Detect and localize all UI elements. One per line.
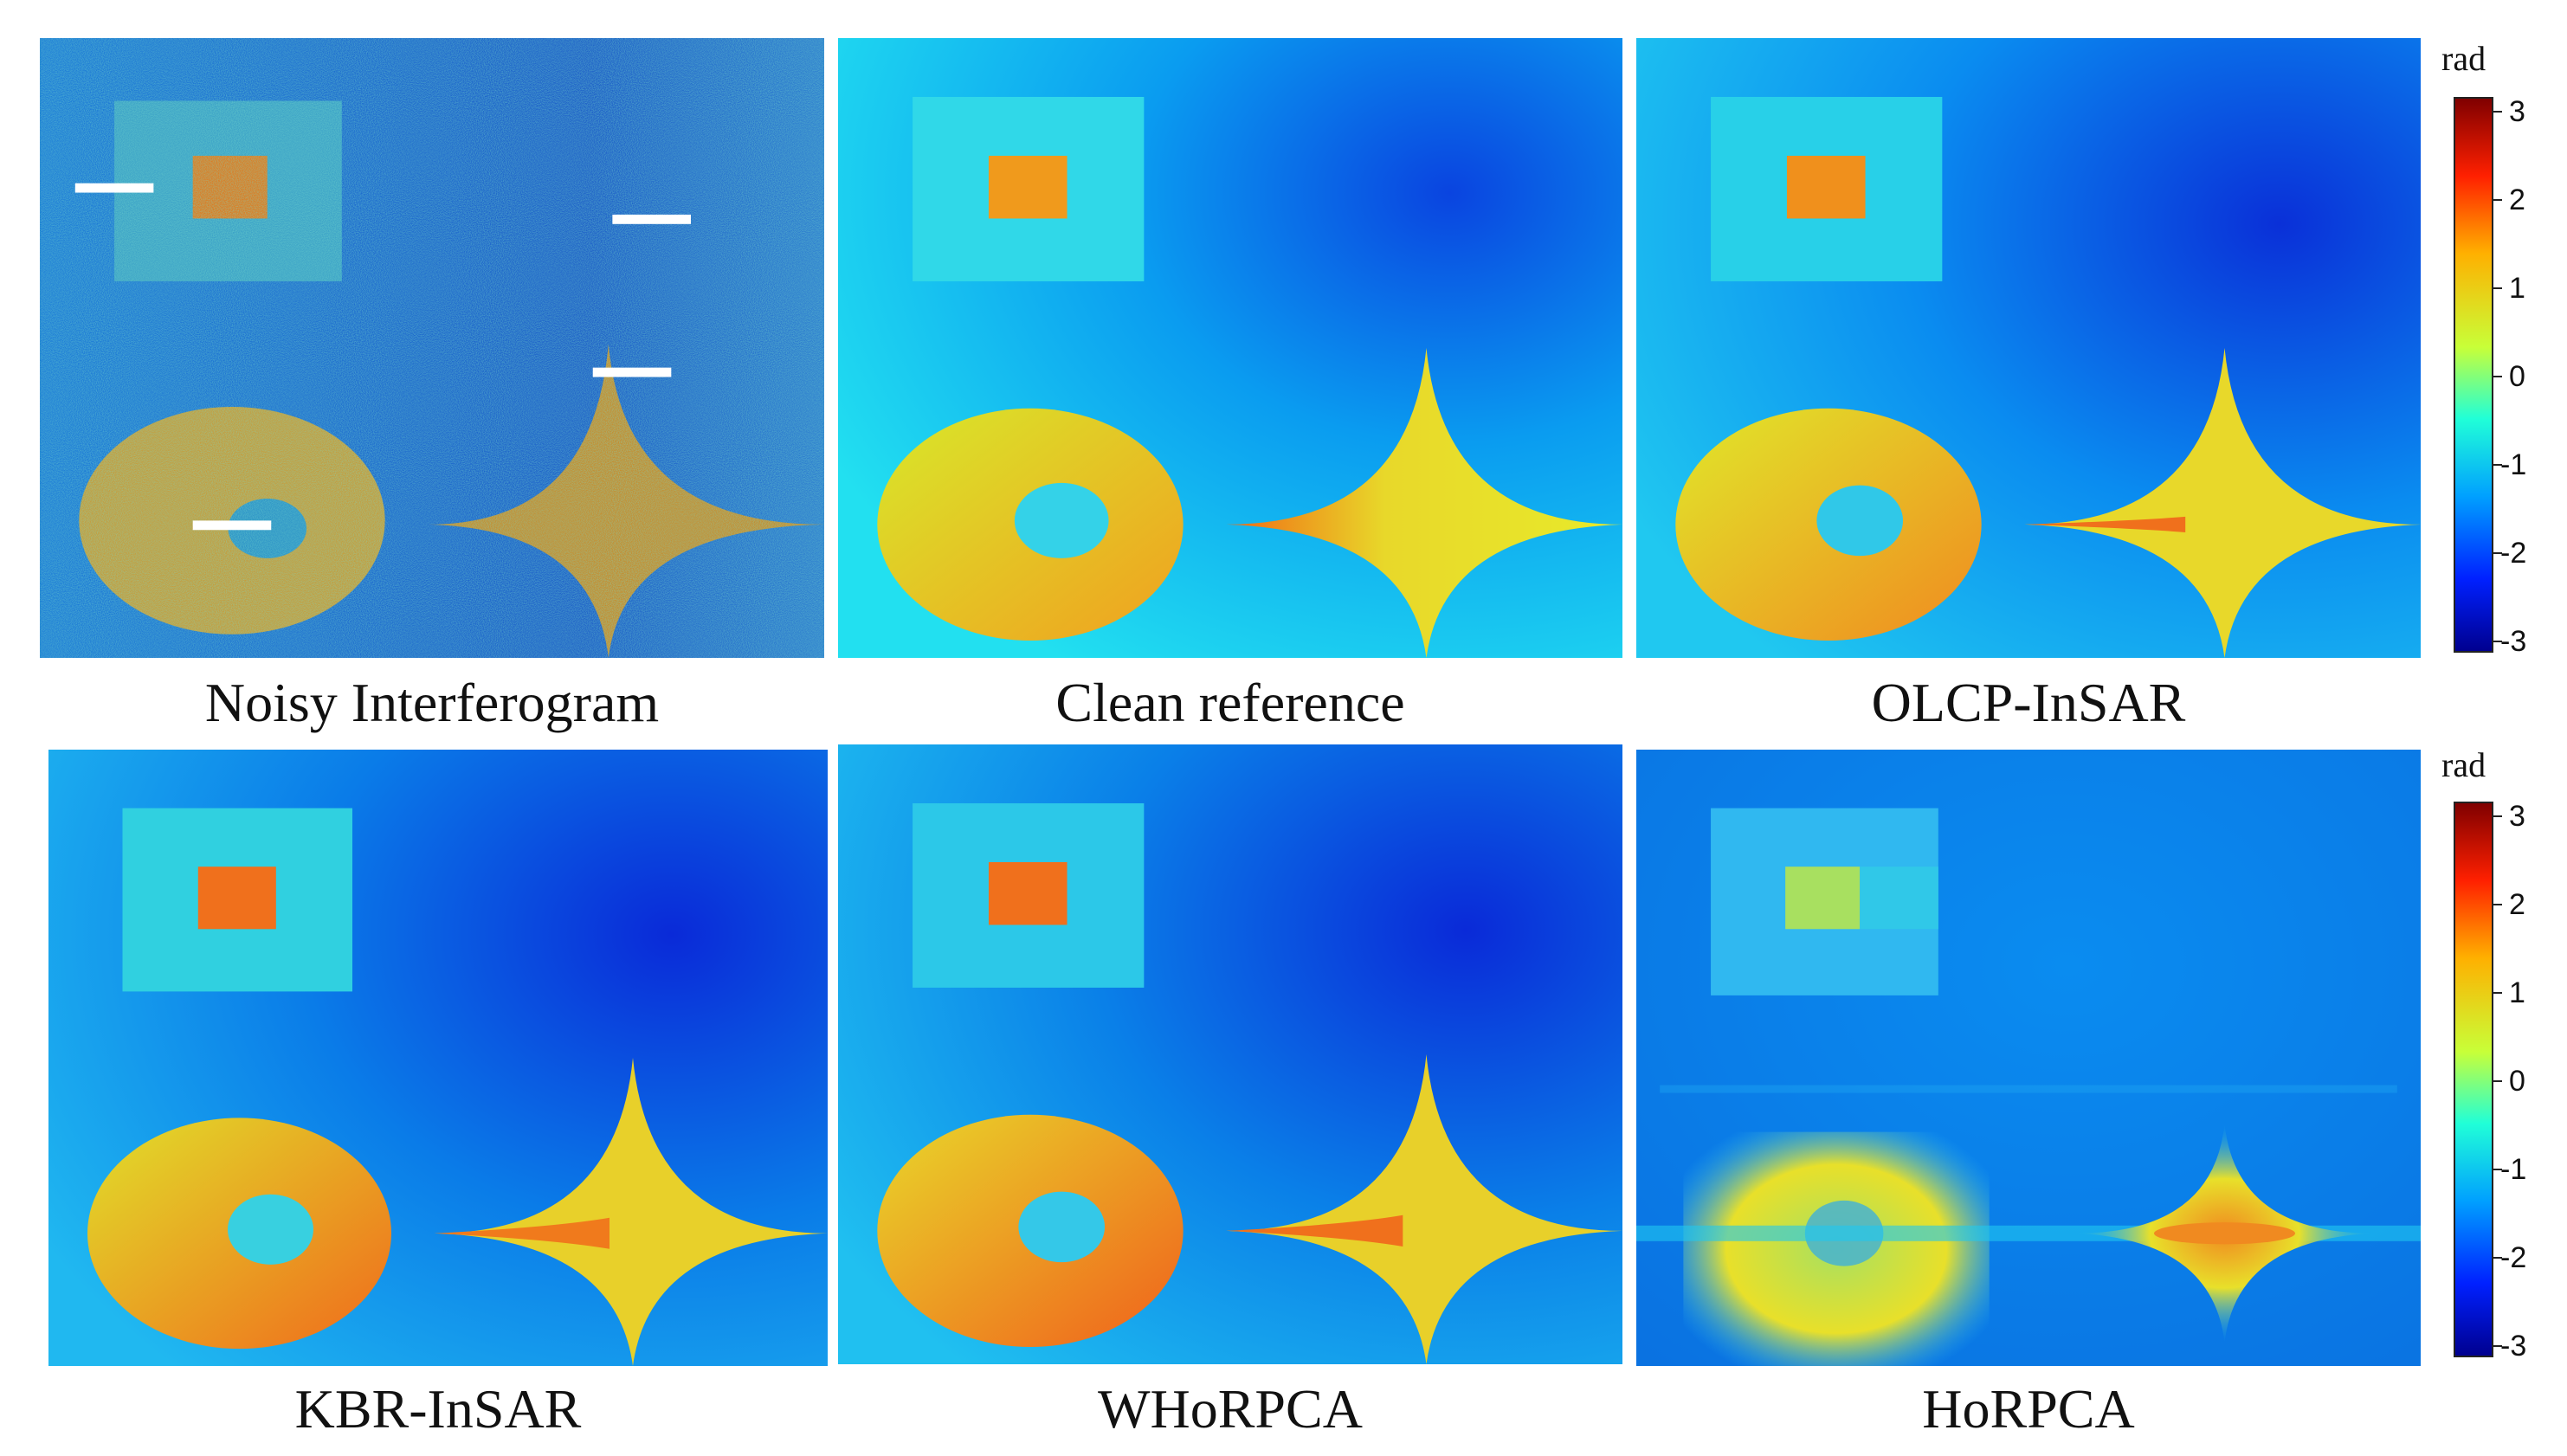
marker-bar (592, 367, 672, 377)
caption-clean-reference: Clean reference (1055, 672, 1405, 733)
olcp-insar-image (1636, 38, 2421, 658)
caption-horpca: HoRPCA (1922, 1378, 2135, 1440)
panel-noisy-interferogram (40, 38, 824, 658)
colorbar-tick: 1 (2509, 976, 2525, 1009)
colorbar-unit-bottom: rad (2441, 745, 2486, 784)
colorbar-tick: 3 (2509, 800, 2525, 833)
colorbar-bottom (2454, 802, 2493, 1357)
panel-kbr-insar (48, 750, 828, 1366)
caption-whorpca: WHoRPCA (1098, 1378, 1363, 1440)
colorbar-unit-top: rad (2441, 39, 2486, 78)
colorbar-tick: 0 (2509, 1065, 2525, 1098)
colorbar-top (2454, 97, 2493, 653)
colorbar-tick: -2 (2500, 1241, 2527, 1274)
colorbar-tick: -1 (2500, 448, 2527, 481)
colorbar-tick: 3 (2509, 95, 2525, 128)
caption-kbr-insar: KBR-InSAR (294, 1378, 582, 1440)
horpca-image (1636, 750, 2421, 1366)
clean-reference-image (838, 38, 1622, 658)
marker-bar (612, 214, 691, 224)
colorbar-tick: -1 (2500, 1153, 2527, 1186)
panel-whorpca (838, 744, 1622, 1364)
colorbar-tick: 0 (2509, 360, 2525, 393)
colorbar-tick: -3 (2500, 1330, 2527, 1363)
colorbar-tick: 1 (2509, 272, 2525, 305)
marker-bar (192, 520, 272, 531)
noisy-interferogram-image (40, 38, 824, 658)
caption-olcp-insar: OLCP-InSAR (1871, 672, 2186, 733)
colorbar-tick: -3 (2500, 625, 2527, 658)
colorbar-tick: -2 (2500, 537, 2527, 570)
panel-olcp-insar (1636, 38, 2421, 658)
kbr-insar-image (48, 750, 828, 1366)
panel-clean-reference (838, 38, 1622, 658)
marker-bar (74, 183, 154, 193)
colorbar-tick: 2 (2509, 888, 2525, 921)
whorpca-image (838, 744, 1622, 1364)
caption-noisy-interferogram: Noisy Interferogram (204, 672, 660, 733)
panel-horpca (1636, 750, 2421, 1366)
colorbar-tick: 2 (2509, 184, 2525, 216)
